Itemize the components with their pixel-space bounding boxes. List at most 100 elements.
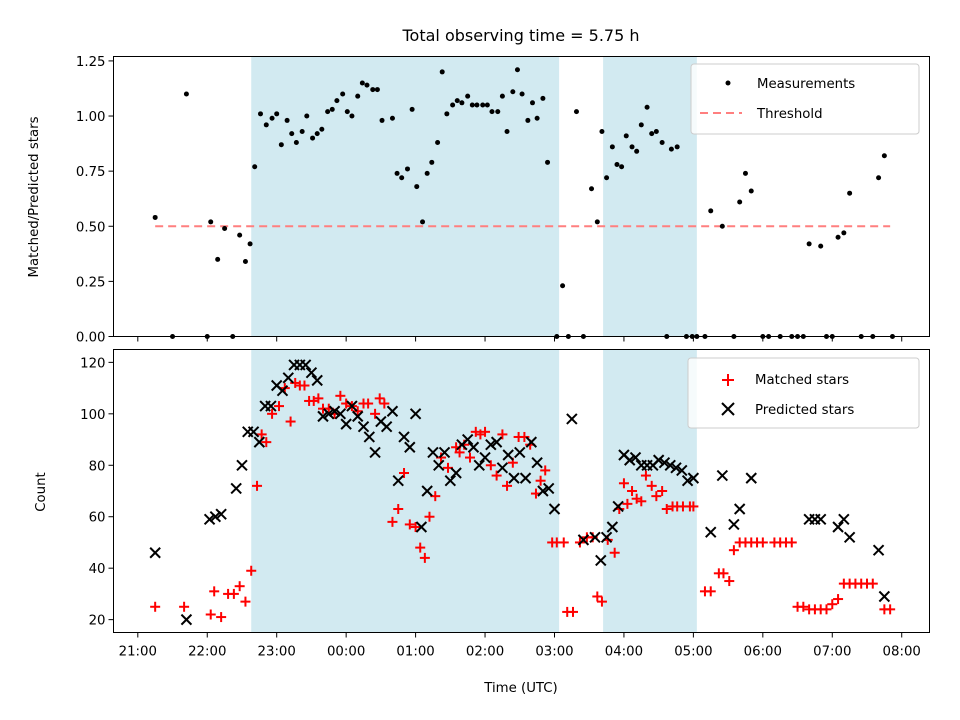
matched-star-point: [651, 491, 662, 502]
bottom-plot-area: [149, 359, 896, 626]
measurement-point: [674, 144, 680, 150]
matched-star-point: [724, 576, 735, 587]
measurement-point: [876, 175, 882, 181]
matched-star-point: [618, 478, 629, 489]
measurement-point: [629, 144, 635, 150]
measurement-point: [484, 102, 490, 108]
matched-star-point: [558, 537, 569, 548]
top-y-tick-label: 0.00: [76, 331, 106, 346]
bottom-y-tick-label: 80: [89, 459, 106, 474]
matched-star-point: [335, 390, 346, 401]
predicted-star-point: [282, 372, 294, 384]
matched-star-point: [502, 480, 513, 491]
predicted-star-point: [566, 413, 578, 425]
predicted-star-point: [687, 472, 700, 484]
measurement-point: [314, 131, 320, 137]
matched-star-point: [274, 401, 285, 412]
measurement-point: [499, 93, 505, 99]
measurement-point: [540, 95, 546, 101]
predicted-star-point: [265, 400, 277, 412]
measurement-point: [609, 144, 615, 150]
predicted-star-point: [386, 405, 399, 417]
predicted-star-point: [311, 374, 323, 387]
predicted-star-point: [299, 359, 312, 371]
measurement-point: [737, 199, 743, 205]
measurement-point: [152, 214, 158, 220]
predicted-star-point: [705, 526, 717, 538]
x-tick-label: 02:00: [466, 645, 504, 660]
predicted-star-point: [415, 521, 428, 533]
measurement-point: [469, 102, 475, 108]
predicted-star-point: [624, 454, 636, 466]
top-y-tick-label: 0.25: [76, 275, 106, 290]
predicted-star-point: [479, 451, 491, 464]
predicted-star-point: [340, 418, 352, 430]
predicted-star-point: [215, 508, 227, 520]
measurement-point: [504, 128, 510, 134]
matched-star-point: [592, 591, 603, 602]
matched-star-point: [786, 537, 797, 548]
x-tick-label: 05:00: [674, 645, 712, 660]
measurement-point: [237, 232, 243, 238]
measurement-point: [510, 89, 516, 95]
bottom-axes: 20 40 60 80 100 120 21:00 22:00 23:00 00:00 01:00 0…: [34, 349, 930, 696]
matched-star-point: [370, 408, 381, 419]
measurement-point: [208, 219, 214, 225]
measurement-point: [389, 115, 395, 121]
top-axes: 0.00 0.25 0.50 0.75 1.00 1.25 Matched/Predict…: [27, 55, 930, 346]
measurement-point: [835, 234, 841, 240]
measurement-point: [329, 106, 335, 112]
bottom-y-tick-label: 120: [80, 356, 105, 371]
top-y-tick-label: 1.00: [76, 110, 106, 125]
measurement-point: [748, 188, 754, 194]
matched-star-point: [410, 522, 421, 533]
bottom-axes-frame: [113, 349, 930, 633]
predicted-star-point: [525, 436, 538, 448]
measurement-point: [594, 219, 600, 225]
matched-star-point: [454, 447, 465, 458]
matched-star-point: [497, 429, 508, 440]
matched-star-point: [234, 581, 245, 592]
matched-star-point: [636, 496, 647, 507]
measurement-point: [465, 93, 471, 99]
measurement-point: [215, 256, 221, 262]
predicted-star-point: [514, 446, 526, 459]
measurement-point: [269, 115, 275, 121]
matched-star-point: [256, 429, 267, 440]
measurement-point: [325, 109, 331, 115]
predicted-star-point: [369, 446, 381, 459]
measurement-point: [439, 69, 445, 75]
matched-star-point: [179, 601, 190, 612]
legend-threshold-label: Threshold: [756, 107, 823, 122]
matched-star-point: [491, 470, 502, 481]
predicted-star-point: [490, 436, 503, 448]
matched-star-point: [519, 431, 530, 442]
measurement-point: [881, 153, 887, 159]
matched-star-point: [798, 601, 809, 612]
measurement-point: [638, 122, 644, 128]
measurement-point: [604, 175, 610, 181]
measurement-point: [708, 208, 714, 214]
x-tick-label: 22:00: [188, 645, 226, 660]
top-shaded-interval: [251, 56, 560, 337]
matched-star-point: [313, 393, 324, 404]
measurement-point: [252, 164, 258, 170]
measurement-point: [310, 135, 316, 141]
matched-star-point: [285, 416, 296, 427]
bottom-y-tick-label: 100: [80, 408, 105, 423]
x-tick-label: 04:00: [605, 645, 643, 660]
measurement-point: [278, 142, 284, 148]
matched-star-point: [728, 545, 739, 556]
top-legend-box: [690, 63, 920, 135]
matched-star-point: [387, 516, 398, 527]
predicted-star-point: [531, 456, 543, 469]
predicted-star-point: [606, 521, 619, 533]
predicted-star-point: [363, 431, 376, 443]
x-tick-label: 00:00: [327, 645, 365, 660]
matched-star-point: [609, 547, 620, 558]
predicted-star-point: [878, 590, 891, 603]
matched-star-point: [363, 398, 374, 409]
matched-star-point: [415, 542, 426, 553]
measurement-point: [719, 223, 725, 229]
